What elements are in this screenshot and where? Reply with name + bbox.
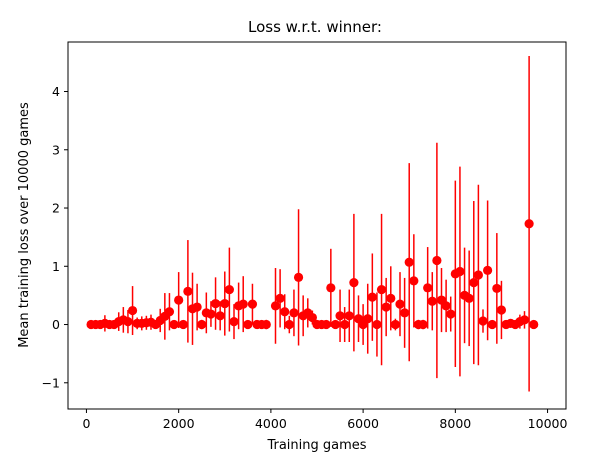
data-point (469, 277, 479, 288)
data-point (464, 293, 474, 303)
data-point (496, 305, 507, 315)
data-point (206, 309, 216, 319)
data-point (127, 305, 138, 316)
data-point (483, 265, 493, 275)
data-point (529, 319, 539, 330)
data-point (238, 299, 248, 309)
y-tick-label: 4 (52, 84, 60, 99)
x-axis-title: Training games (266, 438, 366, 453)
x-tick-label: 4000 (255, 416, 287, 431)
data-point (321, 319, 331, 330)
data-point (220, 298, 230, 309)
y-tick-label: 3 (52, 142, 60, 157)
data-point (372, 319, 382, 330)
data-point (367, 292, 377, 302)
data-point (243, 319, 253, 330)
y-axis: −1 0 1 2 3 4 (42, 84, 68, 390)
data-point (289, 308, 299, 318)
data-point (404, 257, 414, 267)
data-point (164, 307, 175, 317)
data-point (427, 296, 437, 306)
data-point (261, 319, 271, 330)
data-point (478, 316, 488, 326)
data-point (224, 284, 234, 295)
data-point (326, 283, 336, 293)
data-point (376, 284, 387, 295)
x-tick-label: 6000 (347, 416, 379, 431)
x-tick-label: 8000 (439, 416, 471, 431)
data-point (409, 276, 419, 286)
data-point (270, 301, 281, 311)
data-point (197, 319, 207, 330)
y-tick-label: 0 (52, 317, 60, 332)
y-tick-label: 1 (52, 259, 60, 274)
data-point (275, 293, 285, 303)
data-point (340, 319, 350, 330)
data-point (344, 311, 354, 321)
data-point (418, 319, 428, 330)
x-tick-label: 2000 (163, 416, 195, 431)
data-point (293, 272, 304, 282)
data-point (400, 308, 410, 318)
data-point (169, 319, 179, 330)
chart-title: Loss w.r.t. winner: (248, 18, 382, 36)
data-point (390, 319, 400, 330)
data-point (386, 293, 396, 303)
data-point (432, 255, 442, 266)
data-point (215, 311, 225, 321)
plot-area (86, 55, 539, 392)
data-point (363, 314, 373, 324)
data-point (229, 317, 239, 327)
data-point (349, 277, 359, 288)
data-point (446, 309, 456, 319)
data-point (519, 315, 530, 325)
data-point (280, 307, 290, 317)
y-axis-title: Mean training loss over 10000 games (17, 102, 32, 348)
y-tick-label: −1 (42, 375, 60, 390)
data-point (330, 319, 341, 330)
y-tick-label: 2 (52, 201, 60, 216)
data-point (473, 270, 483, 280)
data-point (123, 317, 133, 327)
data-point (492, 283, 502, 294)
data-point (183, 286, 193, 296)
data-point (174, 295, 184, 305)
data-point (247, 299, 258, 309)
axes-frame (67, 41, 567, 410)
data-point (455, 266, 465, 277)
data-point (487, 319, 497, 330)
x-axis: 0 2000 4000 6000 8000 10000 (82, 409, 567, 431)
data-point (307, 312, 317, 323)
data-point (178, 319, 188, 330)
data-point (335, 311, 345, 321)
data-point (423, 283, 433, 293)
data-point (381, 302, 391, 312)
data-point (441, 301, 451, 311)
x-tick-label: 0 (82, 416, 90, 431)
data-point (210, 298, 221, 309)
data-point (524, 219, 534, 229)
data-point (284, 319, 294, 330)
data-point (395, 299, 405, 309)
data-point (192, 302, 202, 312)
x-tick-label: 10000 (528, 416, 568, 431)
